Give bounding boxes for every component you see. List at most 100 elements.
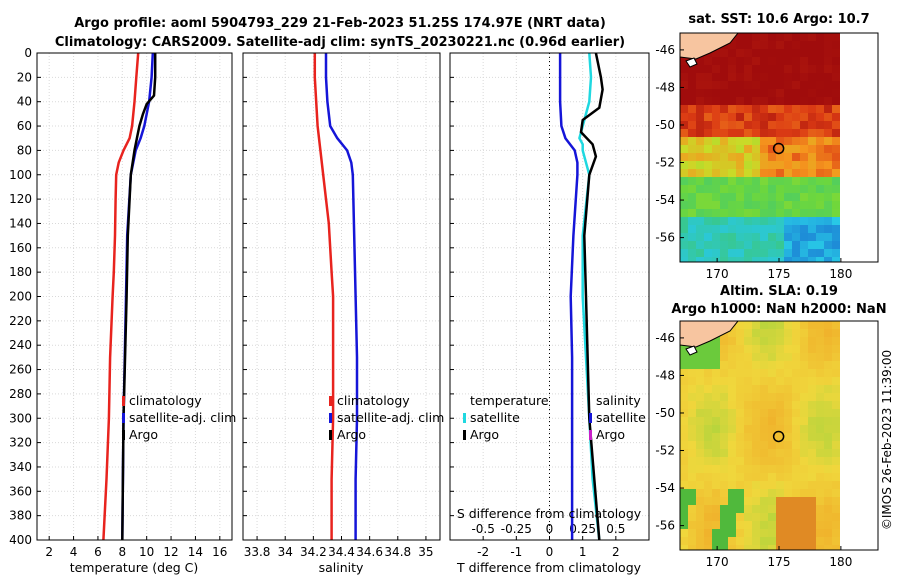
map-pixel [744,409,753,418]
map-pixel [816,409,825,418]
map-pixel [736,113,745,122]
map-pixel [752,105,761,114]
map-pixel [792,105,801,114]
map-pixel [800,129,809,138]
legend-swatch-climatology [122,396,125,406]
x-tick-label: 1 [579,545,587,559]
map-pixel [792,481,801,490]
map-pixel [680,193,689,202]
map-pixel [744,417,753,426]
map-pixel [720,385,729,394]
map-pixel [696,377,705,386]
map-pixel [688,385,697,394]
map-pixel [744,73,753,82]
map-pixel [776,433,785,442]
map-pixel [712,481,721,490]
map-pixel [784,33,793,42]
map-pixel [832,409,840,418]
map-pixel [816,225,825,234]
map-pixel [720,449,729,458]
map-pixel [736,385,745,394]
map-pixel [832,193,840,202]
map-pixel [720,241,729,250]
map-pixel [680,177,689,186]
map-pixel [816,145,825,154]
map-y-tick-label: -50 [655,406,675,420]
sst-map-title: sat. SST: 10.6 Argo: 10.7 [688,12,869,27]
map-pixel [712,169,721,178]
y-tick-label: 40 [17,95,32,109]
map-pixel [760,513,769,522]
map-pixel [712,65,721,74]
map-pixel [712,537,721,546]
map-pixel [776,385,785,394]
map-pixel [760,161,769,170]
map-pixel [704,529,713,538]
map-pixel [824,161,833,170]
map-pixel [808,249,817,258]
map-pixel [688,449,697,458]
map-pixel [744,193,753,202]
map-pixel [744,225,753,234]
map-pixel [752,433,761,442]
map-pixel [816,385,825,394]
map-pixel [800,385,809,394]
map-pixel [712,401,721,410]
map-pixel [760,57,769,66]
diff-legend-sal-title: salinity [596,393,641,408]
map-pixel [800,489,809,498]
map-pixel [784,225,793,234]
map-pixel [760,465,769,474]
map-pixel [688,257,697,262]
map-pixel [736,513,745,522]
map-pixel [800,529,809,538]
map-pixel [744,505,753,514]
map-pixel [704,153,713,162]
temperature-frame [36,52,233,541]
map-pixel [824,401,833,410]
map-pixel [728,545,737,550]
map-pixel [832,361,840,370]
map-pixel [808,161,817,170]
map-pixel [720,481,729,490]
map-pixel [696,537,705,546]
map-pixel [784,505,793,514]
map-pixel [768,337,777,346]
y-tick-label: 0 [24,46,32,60]
map-pixel [792,377,801,386]
map-pixel [688,361,697,370]
map-pixel [776,105,785,114]
map-pixel [800,401,809,410]
map-pixel [744,145,753,154]
map-pixel [752,241,761,250]
map-pixel [832,169,840,178]
map-pixel [760,457,769,466]
map-pixel [808,185,817,194]
map-pixel [816,425,825,434]
map-pixel [736,521,745,530]
map-pixel [680,457,689,466]
map-pixel [744,393,753,402]
map-pixel [808,353,817,362]
map-pixel [760,73,769,82]
map-pixel [784,97,793,106]
map-pixel [720,113,729,122]
sla-map-title-line2: Argo h1000: NaN h2000: NaN [671,302,886,317]
map-pixel [704,393,713,402]
map-pixel [776,409,785,418]
map-pixel [768,353,777,362]
map-pixel [704,89,713,98]
map-pixel [760,545,769,550]
map-pixel [784,473,793,482]
map-pixel [752,521,761,530]
map-pixel [816,193,825,202]
map-pixel [768,489,777,498]
map-pixel [776,81,785,90]
map-pixel [816,169,825,178]
map-pixel [744,137,753,146]
map-pixel [712,361,721,370]
map-pixel [720,73,729,82]
map-pixel [704,217,713,226]
map-pixel [776,209,785,218]
map-pixel [744,529,753,538]
